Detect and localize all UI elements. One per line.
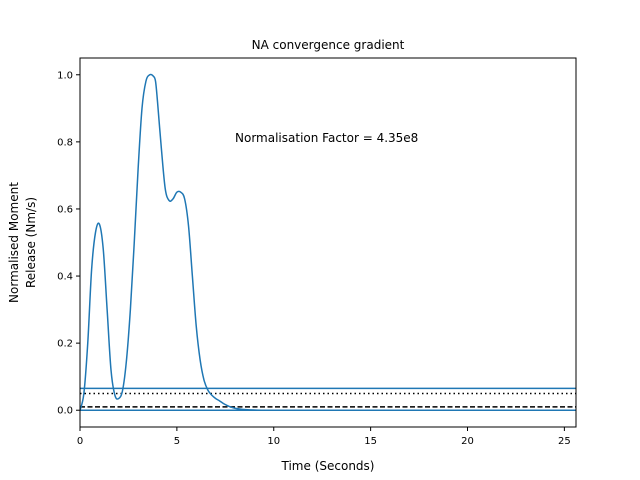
- y-axis-label-line-2: Release (Nm/s): [24, 197, 38, 288]
- x-tick-label: 15: [364, 436, 377, 447]
- x-tick-label: 10: [267, 436, 280, 447]
- series-line-1: [80, 73, 576, 411]
- x-tick-label: 20: [461, 436, 474, 447]
- x-tick-label: 5: [174, 436, 180, 447]
- y-tick-label: 0.6: [57, 204, 73, 215]
- x-tick-label: 0: [77, 436, 83, 447]
- y-tick-label: 1.0: [57, 70, 73, 81]
- y-tick-label: 0.8: [57, 137, 73, 148]
- normalisation-annotation: Normalisation Factor = 4.35e8: [235, 131, 418, 145]
- y-tick-label: 0.2: [57, 339, 73, 350]
- x-tick-label: 25: [558, 436, 571, 447]
- chart-title: NA convergence gradient: [252, 38, 405, 52]
- y-axis-label: Normalised Moment Release (Nm/s): [7, 182, 38, 303]
- x-axis-label: Time (Seconds): [281, 459, 375, 473]
- plot-frame: [79, 57, 577, 428]
- y-tick-label: 0.4: [57, 272, 73, 283]
- y-axis-label-line-1: Normalised Moment: [7, 182, 21, 303]
- y-tick-label: 0.0: [57, 406, 73, 417]
